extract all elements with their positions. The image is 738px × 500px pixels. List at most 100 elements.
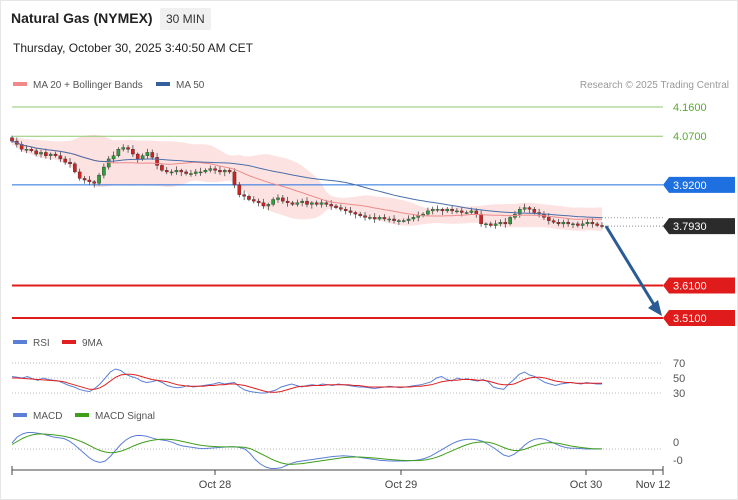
candle [445,206,450,213]
candle-body [329,204,333,207]
candle [430,206,435,215]
candle-body [58,155,63,160]
candle [77,168,82,181]
candle [232,168,237,189]
candle [498,219,503,227]
candle-body [222,170,227,173]
candle-body [174,170,179,173]
candle-body [295,202,300,205]
candle-body [24,148,29,151]
candle [363,212,367,221]
candle-body [184,171,188,174]
candle-body [358,213,362,216]
candle-body [39,152,43,155]
candle [319,199,324,208]
candle [97,172,101,186]
candle [261,198,266,209]
candle-body [193,171,198,174]
candle [571,222,575,229]
candle-body [131,148,135,155]
candle [227,168,232,174]
ma20-line [11,140,603,220]
level-label-0: 4.1600 [673,102,707,114]
candle [305,197,309,208]
candle [87,176,92,185]
candle [406,215,411,224]
candle [44,148,48,159]
level-badge-2 [663,176,735,193]
candle [566,218,570,227]
candle [401,218,406,223]
candle-body [44,152,48,156]
candle [600,222,604,229]
candle [281,194,285,204]
candle [416,211,421,222]
candle-body [590,222,595,225]
candle-body [106,158,111,168]
candle [237,181,242,198]
candle-body [155,157,159,166]
legend-ma20-bb: MA 20 + Bollinger Bands [13,80,143,91]
candle [48,152,53,160]
candle-body [266,204,271,207]
candle [334,204,338,210]
level-label-1: 4.0700 [673,131,707,143]
x-tick-label: Nov 12 [636,479,671,491]
candle-body [126,147,130,150]
candle [73,161,77,174]
candle-body [63,158,67,163]
candle [372,213,377,223]
candle-body [363,215,367,218]
legend-swatch [62,340,76,345]
candle-body [237,184,242,195]
candle-body [469,210,474,213]
candle [34,147,38,157]
candle-body [585,222,590,225]
forecast-arrow-shaft [604,225,658,309]
candle-body [580,223,585,226]
candle [426,207,430,217]
candle [377,215,382,221]
candle [397,218,401,225]
candle-body [416,215,421,218]
candle-body [411,217,416,220]
candle-body [97,174,101,184]
level-badge-4 [663,277,735,294]
candle-body [198,171,203,174]
candle-body [440,209,445,212]
candle-body [29,148,34,152]
candle-body [19,144,24,150]
candle [189,169,193,177]
candle-body [305,200,309,205]
candle [343,206,348,215]
candle-body [179,170,184,173]
candle-body [493,223,498,226]
candle [493,220,498,229]
candle-body [406,218,411,221]
candle-body [135,153,140,160]
candle-body [571,223,575,226]
candle-body [145,152,150,156]
candle-body [547,217,551,221]
candle-body [522,207,527,210]
candle [193,169,198,177]
x-tick-label: Oct 28 [199,479,231,491]
x-tick-label: Oct 30 [570,479,602,491]
candle [218,166,222,175]
candle-body [10,137,14,142]
candle [208,165,213,173]
candle-body [300,200,304,203]
candle [310,201,314,209]
candle [339,204,343,212]
candle [285,196,290,207]
candle [382,214,387,222]
candle [411,214,416,222]
candle [464,210,469,215]
timeframe-button[interactable]: 30 MIN [160,8,211,30]
candle [300,198,304,207]
candle [222,168,227,177]
candle-body [73,163,77,173]
macd-signal-line [11,433,603,465]
candle-body [508,217,512,225]
